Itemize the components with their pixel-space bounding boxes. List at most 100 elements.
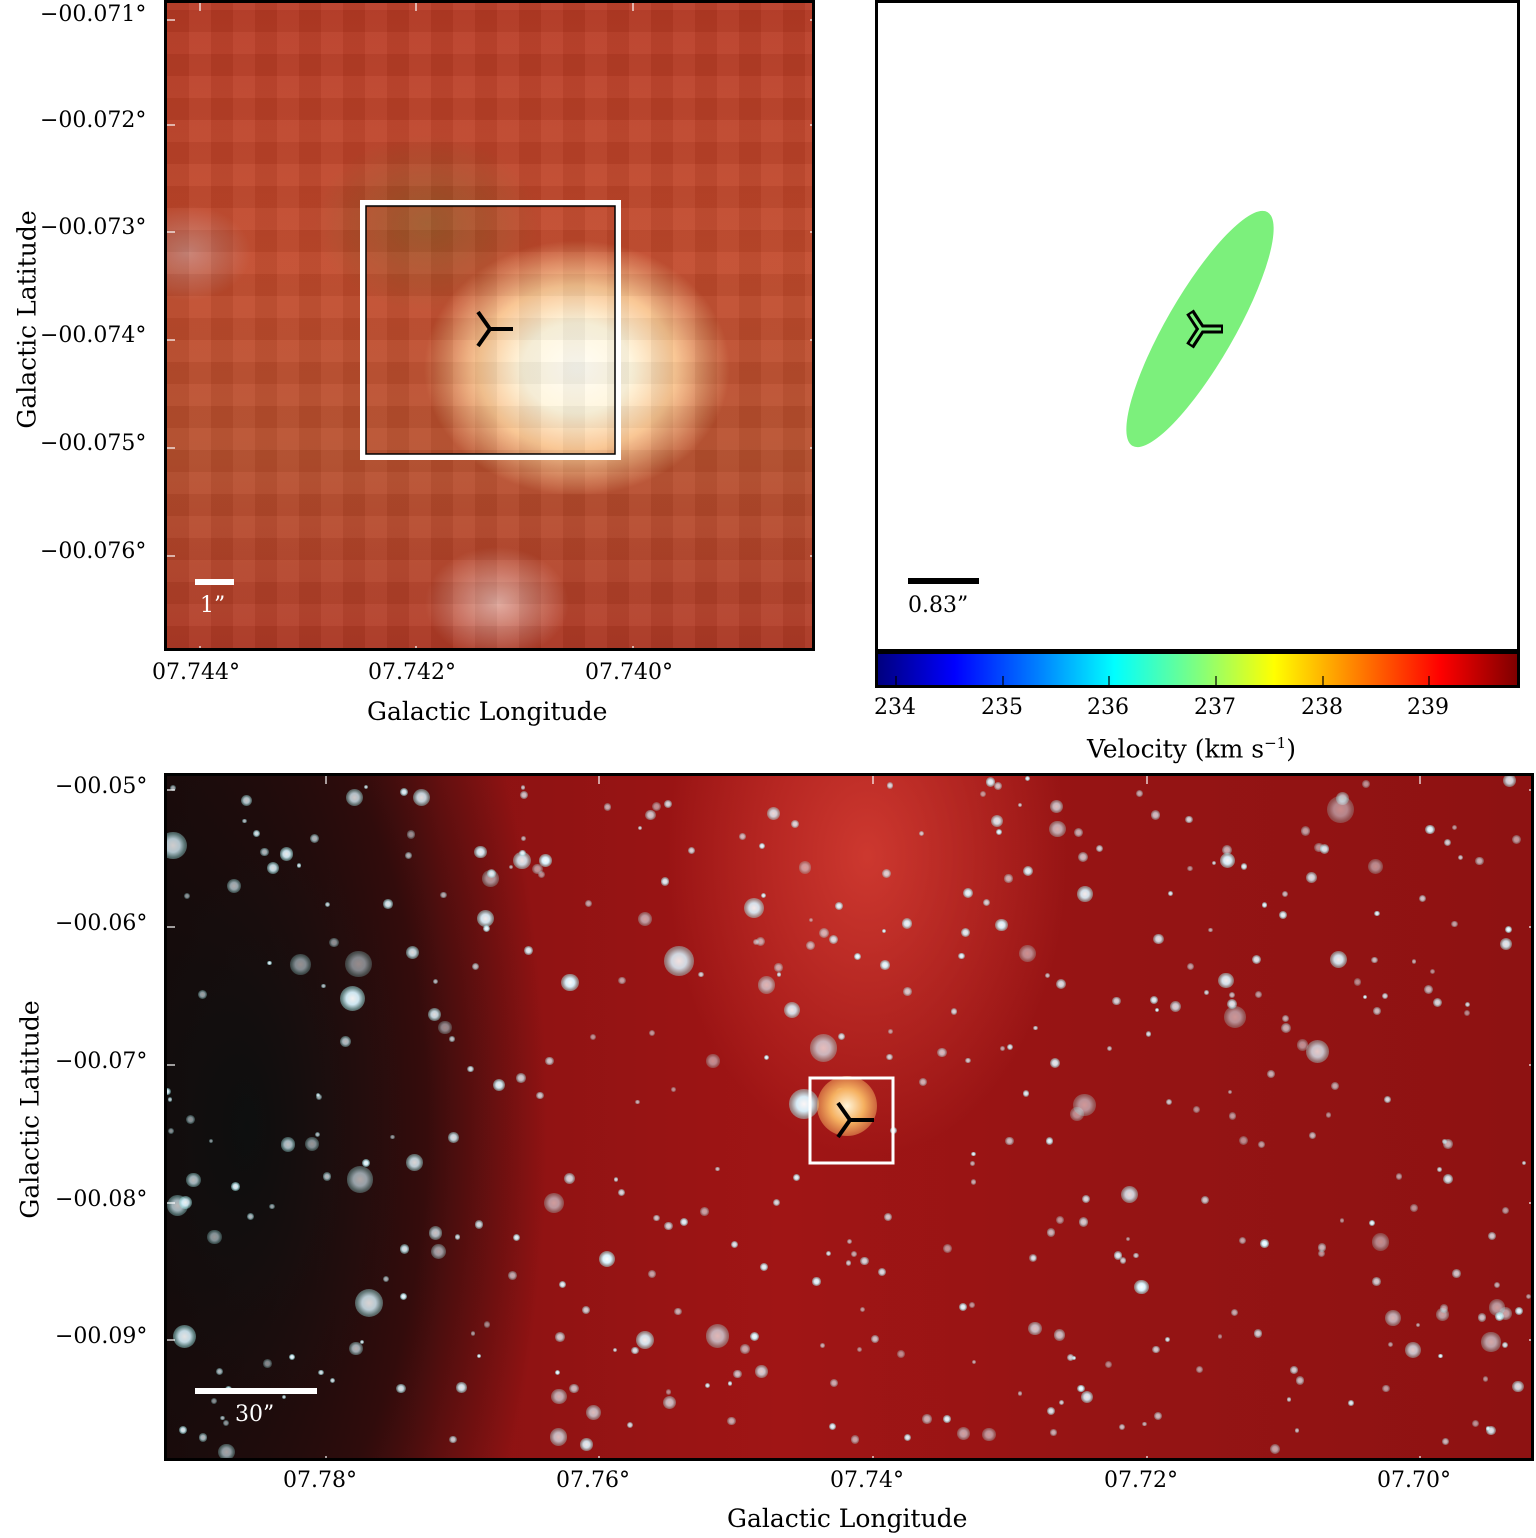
star: [290, 954, 311, 976]
star: [170, 784, 176, 791]
star: [1262, 902, 1268, 908]
star: [846, 1239, 852, 1245]
star: [536, 1091, 544, 1100]
star: [1458, 854, 1464, 860]
star: [613, 1177, 619, 1182]
star: [1381, 992, 1389, 1000]
star: [561, 973, 579, 992]
star: [1331, 1081, 1340, 1090]
star: [665, 1389, 672, 1395]
star: [1363, 994, 1368, 999]
star: [1224, 1006, 1246, 1028]
star: [218, 1443, 235, 1458]
star: [1145, 1031, 1152, 1037]
star: [1141, 1421, 1147, 1427]
star: [487, 868, 497, 878]
star: [793, 1174, 800, 1181]
star: [662, 1395, 676, 1410]
star: [1452, 1269, 1461, 1279]
star: [186, 1172, 202, 1188]
star: [247, 1213, 254, 1220]
star: [1295, 1376, 1305, 1385]
star: [1419, 895, 1427, 903]
star: [1081, 1194, 1091, 1203]
star: [1485, 1426, 1491, 1431]
star: [382, 1275, 389, 1282]
star: [555, 1332, 565, 1342]
star: [1028, 1321, 1042, 1336]
star: [1373, 1007, 1381, 1015]
star: [1405, 1341, 1421, 1358]
star: [776, 972, 782, 977]
star: [482, 924, 491, 933]
star: [956, 1427, 971, 1441]
star: [539, 854, 552, 867]
star: [663, 799, 672, 808]
star: [1325, 1112, 1332, 1118]
tl-y-tick-label: −00.075°: [40, 431, 147, 456]
star: [512, 1233, 521, 1242]
star: [1222, 845, 1232, 856]
bottom-x-axis-title: Galactic Longitude: [727, 1504, 968, 1533]
star: [438, 1020, 452, 1035]
star: [1409, 1203, 1418, 1212]
star: [809, 917, 814, 922]
star: [318, 1369, 324, 1375]
star: [1056, 1216, 1065, 1225]
star: [700, 1206, 709, 1216]
star: [1482, 1376, 1489, 1382]
star: [1239, 1135, 1249, 1145]
star: [651, 801, 661, 812]
bottom-wide-field-panel: 30”: [164, 773, 1534, 1461]
star: [1478, 1313, 1487, 1322]
star: [1226, 998, 1237, 1009]
star: [1374, 911, 1380, 917]
star: [1438, 1353, 1443, 1359]
star: [1220, 852, 1236, 869]
star: [1165, 1098, 1173, 1106]
star: [598, 1250, 616, 1268]
star: [321, 983, 326, 989]
star: [1487, 1231, 1496, 1240]
star: [1306, 1039, 1329, 1063]
colorbar-title-text: Velocity (km s: [1087, 734, 1265, 764]
star: [364, 785, 369, 790]
star: [812, 1277, 821, 1286]
bottom-x-tick-label: 07.74°: [830, 1468, 904, 1493]
star: [1049, 1057, 1060, 1068]
tl-y-tick-label: −00.072°: [40, 108, 147, 133]
star: [167, 831, 187, 860]
star: [563, 1173, 576, 1185]
star: [1411, 959, 1416, 964]
bottom-x-tick-label: 07.76°: [556, 1468, 630, 1493]
star: [1384, 1310, 1401, 1327]
star: [252, 830, 260, 838]
star: [359, 1339, 364, 1344]
star: [671, 1087, 676, 1093]
star: [660, 877, 669, 886]
bottom-y-tick-label: −00.05°: [55, 774, 148, 799]
star: [826, 1250, 831, 1256]
star: [1371, 956, 1378, 964]
star: [1368, 859, 1384, 875]
star: [1074, 828, 1084, 838]
star: [758, 976, 776, 994]
bottom-y-tick-label: −00.08°: [55, 1187, 148, 1212]
star: [280, 1137, 296, 1152]
star: [1282, 1014, 1290, 1022]
star: [396, 1383, 406, 1394]
star: [582, 1306, 590, 1315]
star: [406, 945, 420, 959]
star: [635, 1099, 640, 1105]
star: [631, 1346, 639, 1354]
star: [354, 1289, 383, 1318]
star: [1029, 1254, 1037, 1262]
star: [1439, 1304, 1449, 1313]
tl-y-tick-label: −00.071°: [40, 2, 147, 27]
star: [1430, 968, 1436, 974]
star: [558, 1280, 566, 1288]
star: [1204, 990, 1209, 995]
star: [1278, 911, 1287, 919]
star: [412, 789, 430, 807]
star: [1286, 1396, 1292, 1402]
